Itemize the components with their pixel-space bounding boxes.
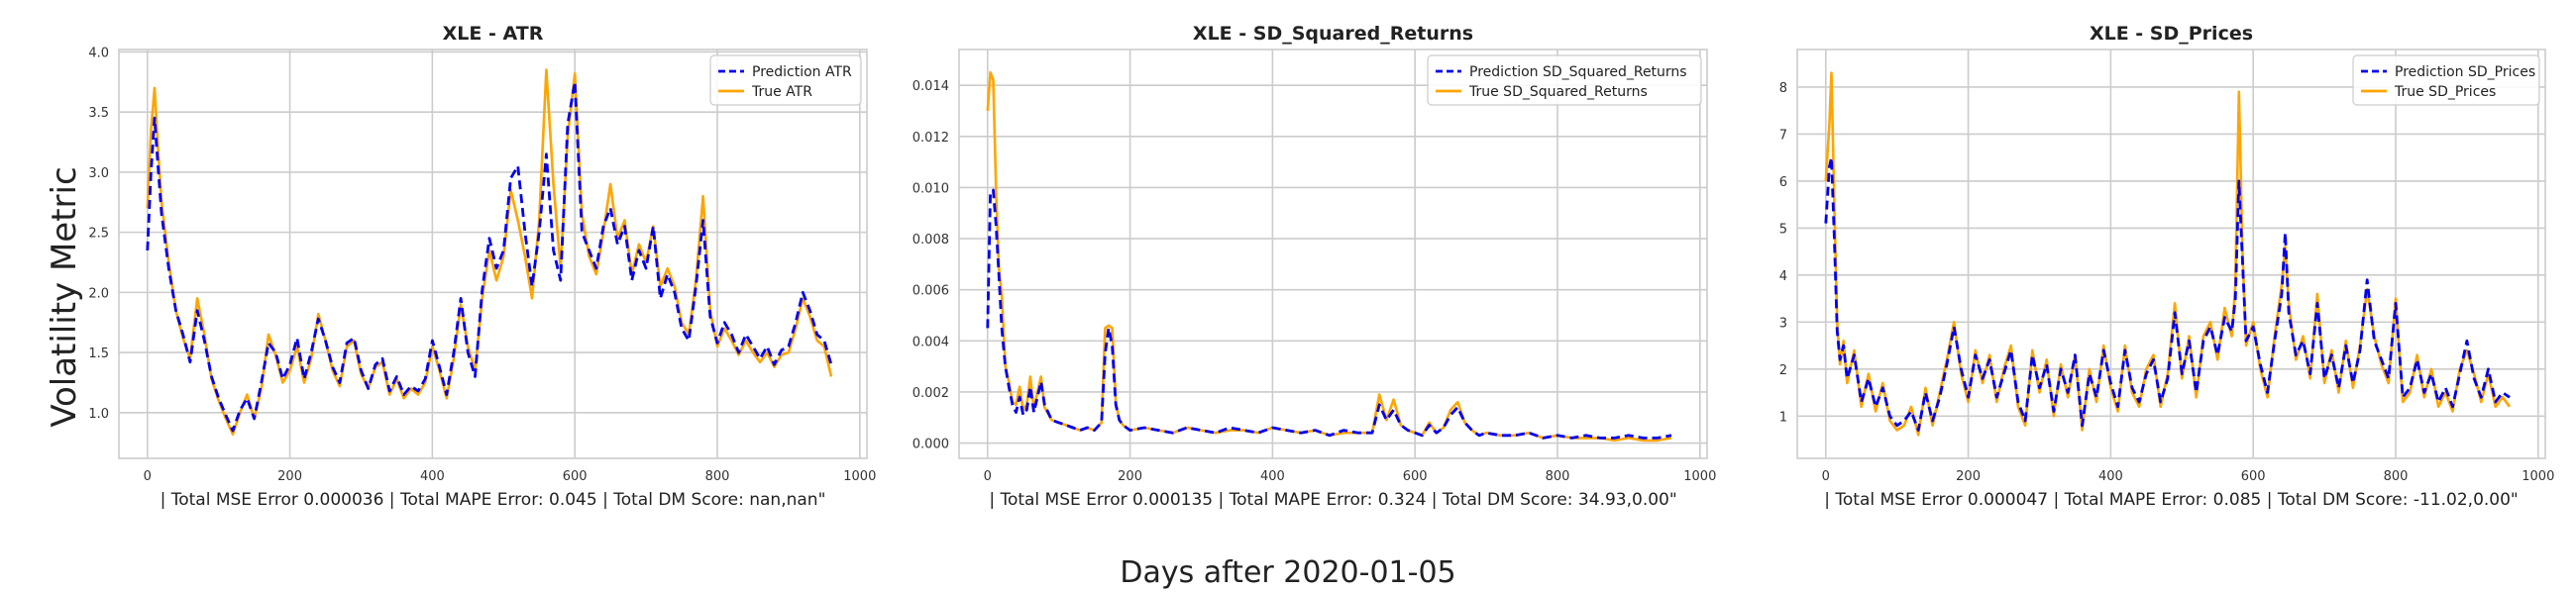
y-tick-label: 2.5 bbox=[88, 227, 109, 242]
y-tick-label: 0.008 bbox=[912, 233, 949, 248]
y-tick-label: 0.006 bbox=[912, 284, 949, 299]
y-tick-label: 1 bbox=[1779, 410, 1787, 425]
legend-label: True SD_Prices bbox=[2394, 84, 2496, 100]
legend-label: Prediction SD_Squared_Returns bbox=[1469, 64, 1687, 80]
x-tick-label: 0 bbox=[984, 469, 992, 484]
legend-box bbox=[709, 54, 862, 106]
y-tick-label: 0.000 bbox=[912, 438, 949, 452]
y-tick-label: 7 bbox=[1779, 128, 1787, 143]
x-tick-label: 800 bbox=[1546, 469, 1570, 484]
y-tick-label: 0.012 bbox=[912, 131, 949, 146]
true-series-line bbox=[986, 70, 1672, 443]
prediction-series-line bbox=[986, 188, 1672, 440]
x-axis-label: | Total MSE Error 0.000047 | Total MAPE … bbox=[1824, 490, 2519, 510]
x-tick-label: 0 bbox=[144, 469, 152, 484]
y-tick-label: 4.0 bbox=[88, 46, 109, 60]
y-tick-label: 2.0 bbox=[88, 286, 109, 301]
x-tick-label: 800 bbox=[2384, 469, 2409, 484]
y-tick-label: 6 bbox=[1779, 175, 1787, 190]
x-tick-label: 400 bbox=[1260, 469, 1285, 484]
x-tick-label: 200 bbox=[1956, 469, 1981, 484]
x-tick-label: 800 bbox=[705, 469, 730, 484]
x-tick-label: 1000 bbox=[1683, 469, 1716, 484]
figure-ylabel: Volatility Metric bbox=[45, 166, 84, 427]
true-series-line bbox=[146, 68, 833, 437]
chart-atr: 0 200 400 600 800 1000 1.0 1.5 2.0 2.5 3.0 3.5 4.0 XL… bbox=[88, 23, 876, 510]
x-tick-label: 600 bbox=[1403, 469, 1428, 484]
plot-frame bbox=[1796, 49, 2546, 459]
x-tick-label: 600 bbox=[563, 469, 588, 484]
y-tick-label: 5 bbox=[1779, 222, 1787, 237]
y-tick-label: 1.0 bbox=[88, 407, 109, 422]
y-tick-label: 4 bbox=[1779, 269, 1787, 284]
x-axis-label: | Total MSE Error 0.000135 | Total MAPE … bbox=[989, 490, 1676, 510]
x-tick-label: 600 bbox=[2241, 469, 2266, 484]
prediction-series-line bbox=[1824, 155, 2511, 432]
y-tick-label: 0.014 bbox=[912, 79, 949, 94]
legend: Prediction ATR True ATR bbox=[709, 54, 862, 106]
y-tick-label: 2 bbox=[1779, 363, 1787, 378]
legend-label: True ATR bbox=[751, 84, 812, 100]
legend-box bbox=[2352, 54, 2540, 106]
chart-sd-squared-returns: 0 200 400 600 800 1000 0.000 0.002 0.004 0.006 0.0… bbox=[912, 23, 1717, 510]
y-tick-label: 3.0 bbox=[88, 166, 109, 181]
chart-title: XLE - SD_Squared_Returns bbox=[1193, 23, 1473, 45]
prediction-series-line bbox=[146, 80, 833, 433]
chart-title: XLE - SD_Prices bbox=[2090, 23, 2253, 45]
x-tick-label: 0 bbox=[1822, 469, 1830, 484]
legend: Prediction SD_Squared_Returns True SD_Squ… bbox=[1427, 54, 1702, 106]
legend: Prediction SD_Prices True SD_Prices bbox=[2352, 54, 2540, 106]
y-tick-label: 3 bbox=[1779, 316, 1787, 331]
legend-label: Prediction ATR bbox=[752, 64, 852, 80]
y-tick-label: 1.5 bbox=[88, 346, 109, 361]
y-tick-label: 8 bbox=[1779, 81, 1787, 96]
x-tick-label: 200 bbox=[277, 469, 302, 484]
y-tick-label: 3.5 bbox=[88, 106, 109, 121]
y-tick-label: 0.010 bbox=[912, 181, 949, 196]
legend-label: Prediction SD_Prices bbox=[2395, 64, 2535, 80]
chart-title: XLE - ATR bbox=[443, 23, 544, 45]
y-tick-label: 0.004 bbox=[912, 335, 949, 349]
legend-label: True SD_Squared_Returns bbox=[1468, 84, 1648, 100]
legend-box bbox=[1427, 54, 1702, 106]
chart-sd-prices: 0 200 400 600 800 1000 1 2 3 4 5 6 7 8 XLE - SD_Prices… bbox=[1779, 23, 2555, 510]
figure-xlabel: Days after 2020-01-05 bbox=[1120, 555, 1455, 590]
x-axis-label: | Total MSE Error 0.000036 | Total MAPE … bbox=[161, 490, 826, 510]
x-tick-label: 200 bbox=[1118, 469, 1142, 484]
x-tick-label: 1000 bbox=[843, 469, 876, 484]
x-tick-label: 400 bbox=[420, 469, 445, 484]
plot-frame bbox=[118, 49, 868, 459]
y-tick-label: 0.002 bbox=[912, 386, 949, 401]
x-tick-label: 1000 bbox=[2522, 469, 2554, 484]
x-tick-label: 400 bbox=[2098, 469, 2123, 484]
plot-frame bbox=[958, 49, 1708, 459]
